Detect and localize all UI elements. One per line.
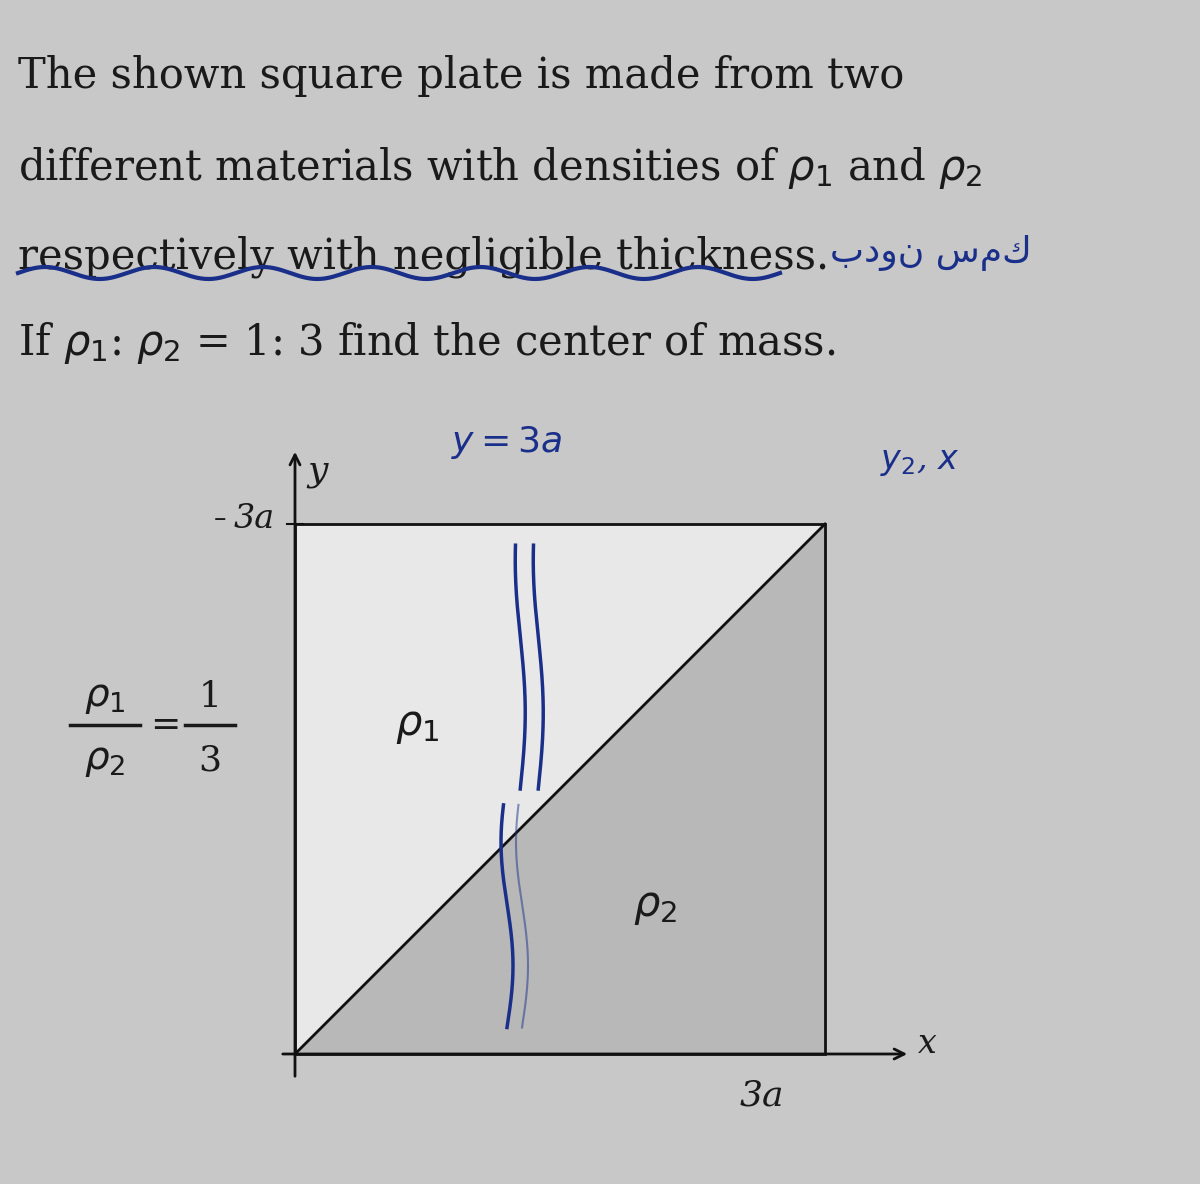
Text: y: y <box>307 453 328 488</box>
Text: $\rho_1$: $\rho_1$ <box>84 678 126 716</box>
Polygon shape <box>295 525 826 1054</box>
Text: different materials with densities of $\rho_1$ and $\rho_2$: different materials with densities of $\… <box>18 144 983 191</box>
Text: 3a: 3a <box>739 1079 784 1113</box>
Text: 3: 3 <box>198 744 222 778</box>
Text: 1: 1 <box>198 681 222 714</box>
Bar <box>295 525 826 1054</box>
Text: بدون سمك: بدون سمك <box>830 234 1032 271</box>
Text: $\rho_2$: $\rho_2$ <box>84 742 126 779</box>
Text: –: – <box>214 507 227 530</box>
Text: 3a: 3a <box>234 503 275 535</box>
Text: $\rho_1$: $\rho_1$ <box>395 704 439 746</box>
Text: If $\rho_1$: $\rho_2$ = 1: 3 find the center of mass.: If $\rho_1$: $\rho_2$ = 1: 3 find the ce… <box>18 320 835 366</box>
Text: x: x <box>918 1028 937 1060</box>
Text: respectively with negligible thickness.: respectively with negligible thickness. <box>18 234 829 277</box>
Text: $y_2$, $x$: $y_2$, $x$ <box>880 446 960 478</box>
Text: $\rho_2$: $\rho_2$ <box>634 884 678 927</box>
Text: =: = <box>150 708 180 742</box>
Polygon shape <box>295 525 826 1054</box>
Text: $y = 3a$: $y = 3a$ <box>451 424 563 461</box>
Text: The shown square plate is made from two: The shown square plate is made from two <box>18 54 905 97</box>
